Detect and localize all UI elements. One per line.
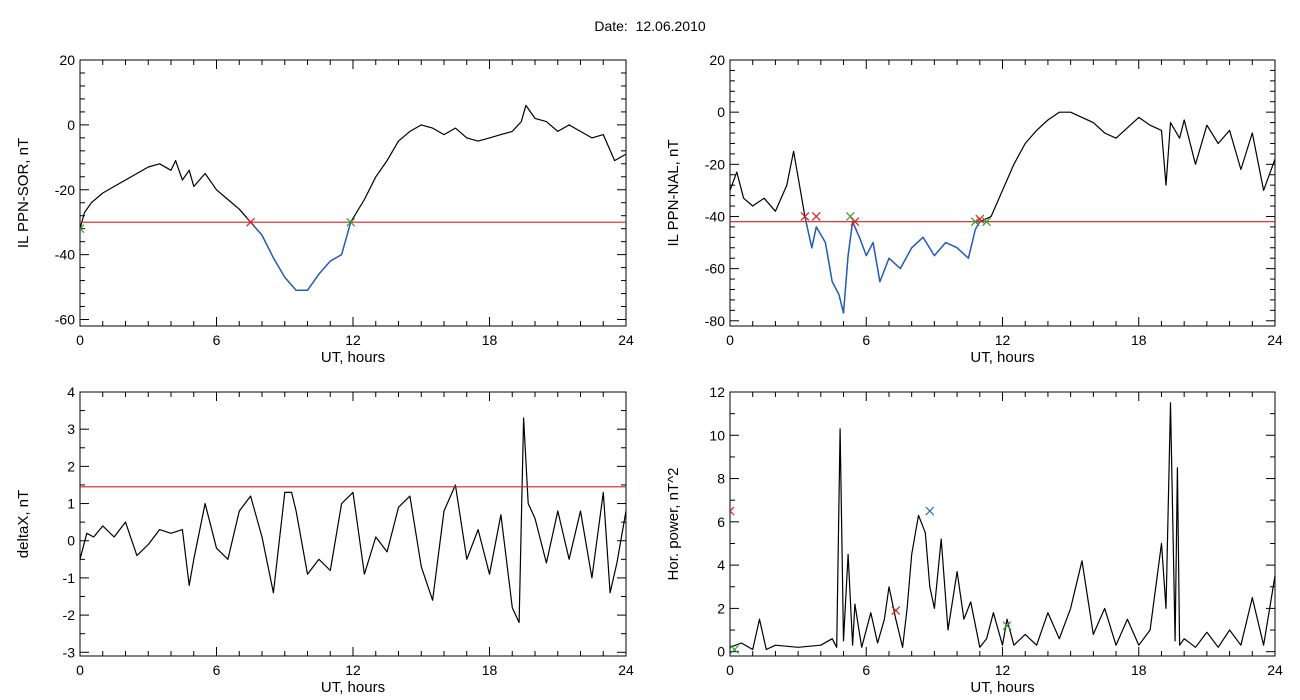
x-tick-label: 24 [1267, 332, 1283, 348]
y-tick-label: 3 [67, 421, 75, 437]
plot-frame [729, 59, 1276, 327]
series-interval-line [804, 216, 981, 314]
marker-end [246, 217, 256, 227]
plot-area [730, 111, 1275, 314]
marker-end [891, 606, 901, 615]
x-tick-label: 12 [995, 332, 1011, 348]
x-axis-label: UT, hours [321, 349, 385, 366]
y-tick-label: 6 [717, 514, 725, 530]
y-axis-label: Hor. power, nT^2 [665, 468, 682, 581]
x-tick-label: 6 [213, 332, 221, 348]
y-tick-label: -60 [705, 261, 725, 277]
x-tick-label: 24 [618, 332, 634, 348]
y-tick-label: -20 [705, 156, 725, 172]
plot-area [730, 402, 1275, 654]
y-tick-label: 20 [59, 52, 75, 68]
x-tick-label: 0 [726, 332, 734, 348]
x-axis-label: UT, hours [321, 679, 385, 696]
series-line [80, 417, 626, 624]
x-tick-label: 0 [76, 332, 84, 348]
x-tick-label: 18 [1131, 662, 1147, 678]
plot-frame [79, 391, 627, 657]
y-tick-label: 10 [709, 427, 725, 443]
y-tick-label: 12 [709, 384, 725, 400]
marker-start [970, 217, 980, 227]
x-tick-label: 0 [76, 662, 84, 678]
y-tick-label: 2 [67, 458, 75, 474]
y-tick-label: 4 [717, 557, 725, 573]
y-tick-label: 2 [717, 600, 725, 616]
plot-area [80, 104, 626, 291]
x-tick-label: 18 [482, 662, 498, 678]
plot-frame [79, 59, 627, 327]
y-tick-label: -1 [63, 570, 76, 586]
marker-start [1002, 621, 1012, 631]
series-line [80, 104, 626, 291]
x-tick-label: 24 [618, 662, 634, 678]
y-tick-label: -40 [55, 247, 75, 263]
x-tick-label: 18 [482, 332, 498, 348]
x-axis-label: UT, hours [970, 679, 1034, 696]
y-tick-label: 0 [67, 117, 75, 133]
y-tick-label: 8 [717, 471, 725, 487]
marker-start [346, 217, 356, 227]
x-tick-label: 18 [1131, 332, 1147, 348]
y-axis-label: IL PPN-SOR, nT [15, 138, 32, 248]
plot-panel-p1: 0 6 12 18 24 -60 -40 -20 0 20 UT, hours IL PPN-SOR,… [15, 52, 634, 366]
y-tick-label: 0 [717, 104, 725, 120]
marker-start [80, 224, 85, 234]
y-axis-label: deltaX, nT [15, 490, 32, 558]
plot-area [80, 417, 626, 624]
marker-end [975, 214, 985, 224]
y-tick-label: -60 [55, 312, 75, 328]
y-tick-label: 0 [717, 644, 725, 660]
y-axis-label: IL PPN-NAL, nT [665, 140, 682, 247]
y-tick-label: 1 [67, 496, 75, 512]
x-tick-label: 24 [1267, 662, 1283, 678]
x-tick-label: 6 [862, 332, 870, 348]
plot-panel-p2: 0 6 12 18 24 -80 -60 -40 -20 0 20 UT, hours IL PPN-N… [665, 52, 1283, 366]
date-label: Date: [594, 18, 628, 34]
x-tick-label: 12 [345, 332, 361, 348]
marker-end [800, 212, 810, 221]
y-tick-label: -80 [705, 313, 725, 329]
y-tick-label: 4 [67, 384, 75, 400]
x-axis-label: UT, hours [970, 349, 1034, 366]
marker-peak [925, 506, 935, 516]
y-tick-label: -2 [63, 607, 76, 623]
x-tick-label: 6 [862, 662, 870, 678]
series-interval-line [250, 221, 352, 291]
marker-end [811, 212, 821, 221]
series-line [730, 111, 1275, 314]
marker-end [730, 506, 735, 516]
y-tick-label: 20 [709, 52, 725, 68]
x-tick-label: 0 [726, 662, 734, 678]
marker-start [982, 217, 992, 227]
series-line [730, 402, 1275, 651]
chart-title: Date: 12.06.2010 [0, 18, 1300, 34]
y-tick-label: -20 [55, 182, 75, 198]
plot-frame [729, 391, 1276, 657]
x-tick-label: 12 [345, 662, 361, 678]
x-tick-label: 6 [213, 662, 221, 678]
y-tick-label: -40 [705, 208, 725, 224]
marker-start [730, 645, 739, 654]
date-value: 12.06.2010 [635, 18, 706, 34]
marker-end [850, 217, 860, 227]
y-tick-label: -3 [63, 644, 76, 660]
x-tick-label: 12 [995, 662, 1011, 678]
y-tick-label: 0 [67, 533, 75, 549]
